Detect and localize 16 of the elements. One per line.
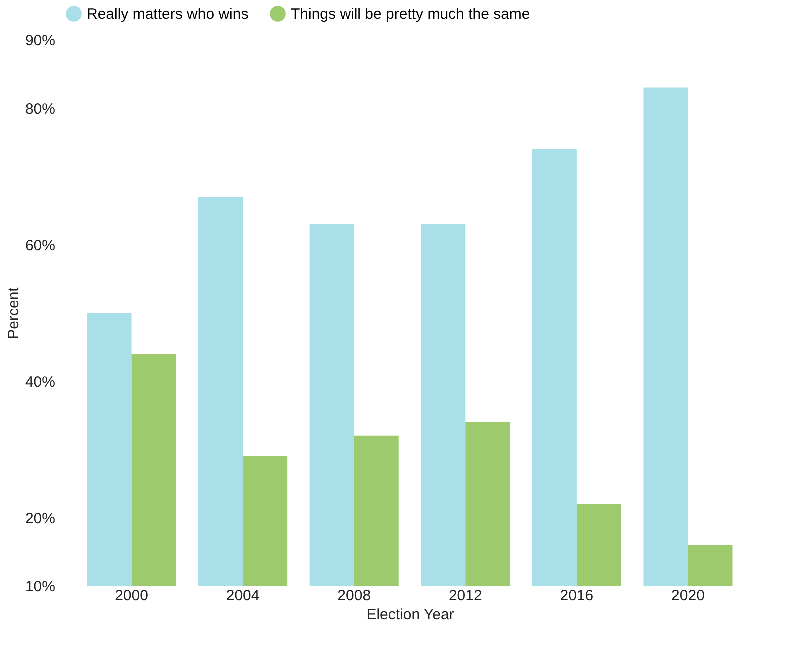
y-tick-label: 40% <box>25 374 56 391</box>
x-tick-label: 2000 <box>115 588 148 604</box>
x-tick-label: 2016 <box>560 588 594 604</box>
y-tick-label: 60% <box>25 237 56 254</box>
legend-label: Really matters who wins <box>87 6 249 23</box>
x-tick-label: 2008 <box>338 588 372 604</box>
x-tick-label: 2012 <box>448 588 482 604</box>
y-tick-label: 20% <box>25 510 56 528</box>
legend-label: Things will be pretty much the same <box>291 6 530 23</box>
y-tick-label: 80% <box>25 100 56 118</box>
y-tick-label: 10% <box>25 578 56 596</box>
y-tick-label: 90% <box>25 32 56 50</box>
x-tick-label: 2020 <box>672 588 705 604</box>
x-tick-label: 2004 <box>226 588 260 604</box>
y-axis-title: Percent <box>5 286 22 340</box>
x-axis-title: Election Year <box>366 606 454 624</box>
